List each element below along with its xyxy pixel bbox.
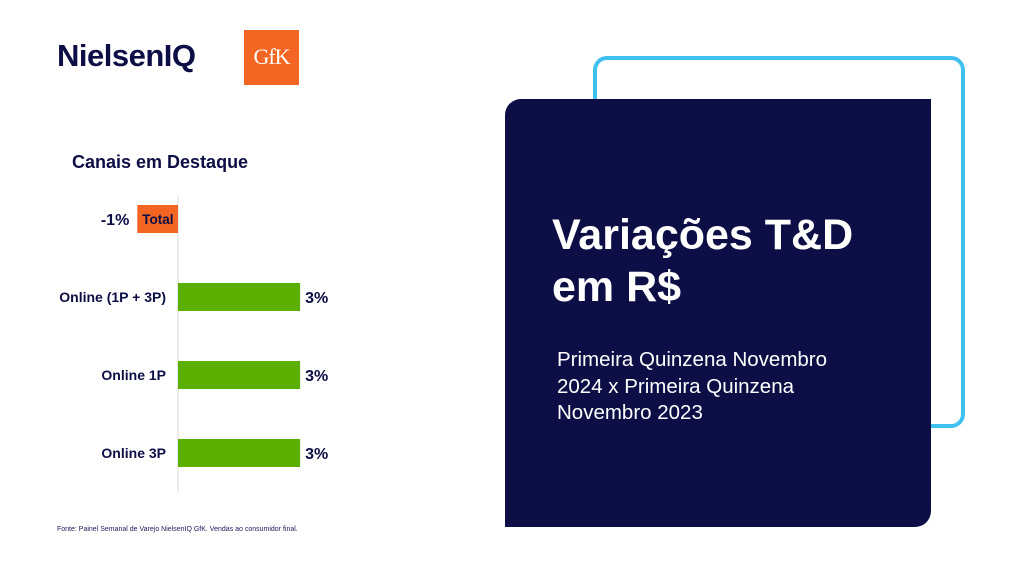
bar <box>178 283 301 311</box>
source-note: Fonte: Painel Semanal de Varejo NielsenI… <box>57 526 298 533</box>
data-label: 3% <box>305 368 328 385</box>
panel-subtitle: Primeira Quinzena Novembro 2024 x Primei… <box>557 347 897 427</box>
data-label: 3% <box>305 290 328 307</box>
data-label: -1% <box>101 212 129 229</box>
bar-chart: Total -1% Online (1P + 3P) 3% Online 1P 3% Onl… <box>59 195 328 492</box>
chart-title: Canais em Destaque <box>72 152 249 172</box>
bar <box>178 439 301 467</box>
bar <box>137 205 178 233</box>
gfk-logo-text: GfK <box>253 44 290 69</box>
nielseniq-logo: NielsenIQ <box>57 38 196 73</box>
bar <box>178 361 301 389</box>
panel-title-line-1: Variações T&D <box>552 211 854 259</box>
category-label: Online 1P <box>101 367 166 383</box>
data-label: 3% <box>305 446 328 463</box>
category-label: Online (1P + 3P) <box>59 289 166 305</box>
panel-subtitle-line-1: Primeira Quinzena Novembro <box>557 348 828 371</box>
title-panel: Variações T&D em R$ Primeira Quinzena No… <box>505 99 931 527</box>
panel-subtitle-line-2: 2024 x Primeira Quinzena <box>557 374 795 398</box>
category-label: Total <box>142 212 173 227</box>
panel-subtitle-line-3: Novembro 2023 <box>557 401 703 424</box>
category-label: Online 3P <box>101 445 166 461</box>
gfk-logo: GfK <box>244 30 299 85</box>
panel-title-line-2: em R$ <box>552 263 682 311</box>
panel-title: Variações T&D em R$ <box>552 209 912 313</box>
